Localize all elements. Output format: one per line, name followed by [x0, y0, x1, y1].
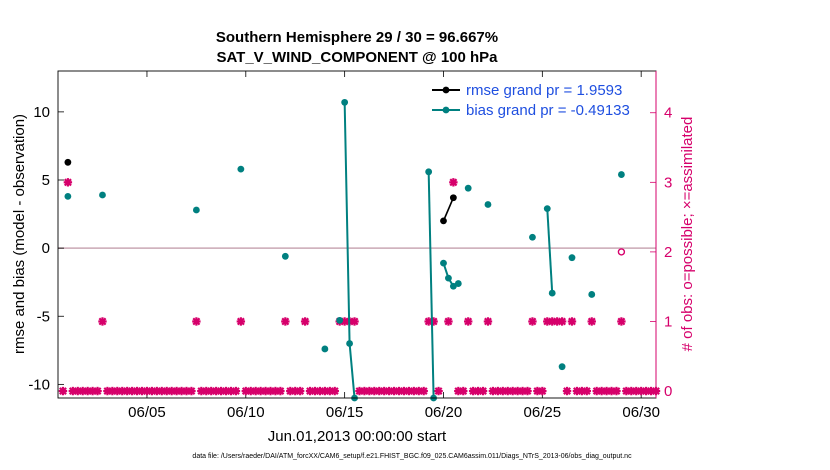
bias-point — [449, 282, 457, 290]
y-tick-label: -10 — [28, 376, 50, 393]
bias-point — [425, 168, 433, 176]
obs-assimilated-point — [538, 386, 547, 396]
legend-item-rmse: rmse grand pr = 1.9593 — [432, 82, 622, 99]
bias-point — [543, 205, 551, 213]
bias-point — [618, 171, 625, 178]
bias-series — [64, 98, 625, 402]
obs-assimilated-point — [567, 317, 577, 326]
obs-assimilated-point — [463, 317, 473, 326]
y-tick-label: 0 — [42, 240, 50, 257]
obs-assimilated-point — [58, 386, 68, 396]
bias-point — [237, 165, 245, 173]
obs-assimilated-point — [295, 386, 305, 396]
rmse-line-segment — [442, 197, 455, 222]
bias-point — [64, 192, 72, 200]
obs-assimilated-point — [434, 386, 443, 396]
footer-data-file: data file: /Users/raeder/DAI/ATM_forcXX/… — [192, 453, 632, 460]
bias-line-segment — [427, 171, 435, 399]
y-tick-label: 10 — [33, 104, 50, 121]
obs-assimilated-point — [276, 386, 285, 396]
bias-point — [192, 206, 200, 214]
legend-item-bias: bias grand pr = -0.49133 — [432, 102, 630, 119]
obs-assimilated-point — [98, 317, 107, 326]
obs-assimilated-point — [582, 386, 592, 396]
y2-tick-label: 3 — [664, 174, 672, 191]
rmse-point — [449, 194, 457, 202]
bias-point — [281, 252, 289, 260]
plot-area: 06/05 06/10 06/15 06/20 06/25 06/30 -10 -5 0 5 10 0… — [28, 70, 672, 421]
bias-line-segment — [546, 208, 554, 294]
obs-assimilated-point — [478, 386, 488, 396]
obs-assimilated-point — [231, 386, 241, 396]
y2-tick-label: 4 — [664, 105, 672, 122]
x-tick-label: 06/20 — [425, 404, 463, 421]
y-tick-label: -5 — [37, 308, 50, 325]
rmse-point — [440, 217, 447, 225]
bias-point — [454, 280, 462, 287]
bias-point — [99, 191, 106, 199]
bias-point — [346, 340, 353, 347]
obs-assimilated-point — [557, 317, 567, 326]
obs-assimilated-point — [350, 317, 359, 326]
plot-background — [58, 71, 656, 398]
bias-point — [568, 254, 576, 262]
obs-assimilated-point — [449, 178, 458, 187]
obs-assimilated-point — [562, 386, 572, 396]
bias-point — [558, 363, 566, 371]
obs-assimilated-point — [528, 317, 537, 326]
rmse-series — [64, 158, 457, 225]
x-tick-label: 06/10 — [227, 404, 265, 421]
x-tick-label: 06/30 — [622, 404, 660, 421]
legend-marker — [442, 86, 450, 94]
chart-subtitle: SAT_V_WIND_COMPONENT @ 100 hPa — [216, 49, 498, 66]
bias-point — [440, 259, 447, 267]
obs-assimilated-point — [281, 317, 290, 326]
obs-assimilated-point — [93, 386, 102, 396]
legend-marker — [442, 106, 450, 114]
x-tick-label: 06/05 — [128, 404, 166, 421]
y-axis-label: rmse and bias (model - observation) — [11, 114, 28, 354]
bias-point — [548, 289, 556, 297]
obs-possible-series — [617, 248, 626, 256]
rmse-point — [64, 158, 72, 166]
obs-assimilated-point — [587, 317, 596, 326]
bias-point — [484, 201, 492, 208]
obs-assimilated-point — [617, 317, 626, 326]
obs-assimilated-point — [483, 317, 493, 326]
legend-label: rmse grand pr = 1.9593 — [466, 82, 622, 99]
x-tick-label: 06/25 — [524, 404, 562, 421]
y2-tick-label: 1 — [664, 313, 672, 330]
x-axis-label: Jun.01,2013 00:00:00 start — [268, 428, 447, 445]
obs-assimilated-point — [192, 317, 201, 326]
obs-assimilated-point — [459, 386, 468, 396]
obs-assimilated-point — [523, 386, 532, 396]
y2-tick-label: 0 — [664, 383, 672, 400]
obs-assimilated-zero-series — [58, 386, 661, 396]
bias-point — [341, 98, 349, 106]
obs-assimilated-point — [612, 386, 621, 396]
obs-assimilated-point — [300, 317, 310, 326]
legend-label: bias grand pr = -0.49133 — [466, 102, 630, 119]
y2-axis-label: # of obs: o=possible; ×=assimilated — [679, 117, 696, 352]
obs-possible-point — [617, 248, 626, 256]
bias-point — [321, 345, 329, 353]
bias-point — [529, 233, 536, 241]
bias-point — [336, 316, 344, 324]
legend: rmse grand pr = 1.9593 bias grand pr = -0… — [432, 82, 630, 119]
bias-point — [445, 274, 452, 282]
obs-assimilated-point — [236, 317, 246, 326]
obs-assimilated-point — [429, 317, 438, 326]
bias-point — [464, 184, 472, 192]
obs-assimilated-point — [187, 386, 196, 396]
chart-title: Southern Hemisphere 29 / 30 = 96.667% — [216, 29, 498, 46]
obs-assimilated-point — [419, 386, 428, 396]
bias-point — [588, 291, 596, 298]
obs-assimilated-point — [444, 317, 453, 326]
obs-assimilated-point — [63, 178, 73, 187]
obs-assimilated-point — [330, 386, 339, 396]
y2-tick-label: 2 — [664, 244, 672, 261]
y-tick-label: 5 — [42, 172, 50, 189]
x-tick-label: 06/15 — [326, 404, 364, 421]
